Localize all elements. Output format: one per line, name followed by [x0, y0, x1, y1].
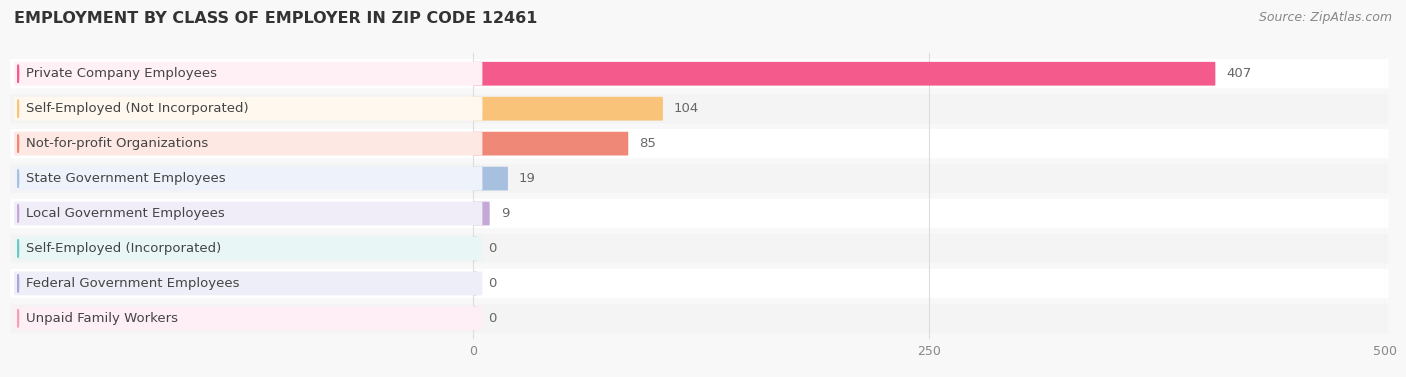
FancyBboxPatch shape — [10, 129, 1389, 158]
Text: 9: 9 — [501, 207, 509, 220]
FancyBboxPatch shape — [474, 62, 1215, 86]
Text: Source: ZipAtlas.com: Source: ZipAtlas.com — [1258, 11, 1392, 24]
FancyBboxPatch shape — [10, 164, 1389, 193]
Text: EMPLOYMENT BY CLASS OF EMPLOYER IN ZIP CODE 12461: EMPLOYMENT BY CLASS OF EMPLOYER IN ZIP C… — [14, 11, 537, 26]
FancyBboxPatch shape — [474, 271, 477, 295]
Text: 85: 85 — [640, 137, 657, 150]
FancyBboxPatch shape — [474, 97, 662, 121]
FancyBboxPatch shape — [14, 271, 482, 295]
Text: 0: 0 — [488, 277, 496, 290]
Text: Not-for-profit Organizations: Not-for-profit Organizations — [25, 137, 208, 150]
FancyBboxPatch shape — [14, 167, 482, 190]
FancyBboxPatch shape — [474, 202, 489, 225]
FancyBboxPatch shape — [14, 62, 482, 86]
Text: Federal Government Employees: Federal Government Employees — [25, 277, 239, 290]
Text: 19: 19 — [519, 172, 536, 185]
Text: Self-Employed (Not Incorporated): Self-Employed (Not Incorporated) — [25, 102, 249, 115]
Text: State Government Employees: State Government Employees — [25, 172, 225, 185]
FancyBboxPatch shape — [14, 97, 482, 121]
FancyBboxPatch shape — [10, 94, 1389, 123]
FancyBboxPatch shape — [14, 307, 482, 330]
Text: 0: 0 — [488, 242, 496, 255]
FancyBboxPatch shape — [14, 237, 482, 261]
Text: Self-Employed (Incorporated): Self-Employed (Incorporated) — [25, 242, 221, 255]
FancyBboxPatch shape — [10, 269, 1389, 298]
FancyBboxPatch shape — [14, 202, 482, 225]
Text: Private Company Employees: Private Company Employees — [25, 67, 217, 80]
FancyBboxPatch shape — [474, 307, 477, 330]
Text: 407: 407 — [1226, 67, 1251, 80]
FancyBboxPatch shape — [474, 132, 628, 155]
FancyBboxPatch shape — [10, 59, 1389, 89]
FancyBboxPatch shape — [10, 234, 1389, 263]
FancyBboxPatch shape — [14, 132, 482, 155]
FancyBboxPatch shape — [474, 237, 477, 261]
Text: Local Government Employees: Local Government Employees — [25, 207, 225, 220]
FancyBboxPatch shape — [474, 167, 508, 190]
FancyBboxPatch shape — [10, 303, 1389, 333]
Text: 104: 104 — [673, 102, 699, 115]
FancyBboxPatch shape — [10, 199, 1389, 228]
Text: 0: 0 — [488, 312, 496, 325]
Text: Unpaid Family Workers: Unpaid Family Workers — [25, 312, 179, 325]
